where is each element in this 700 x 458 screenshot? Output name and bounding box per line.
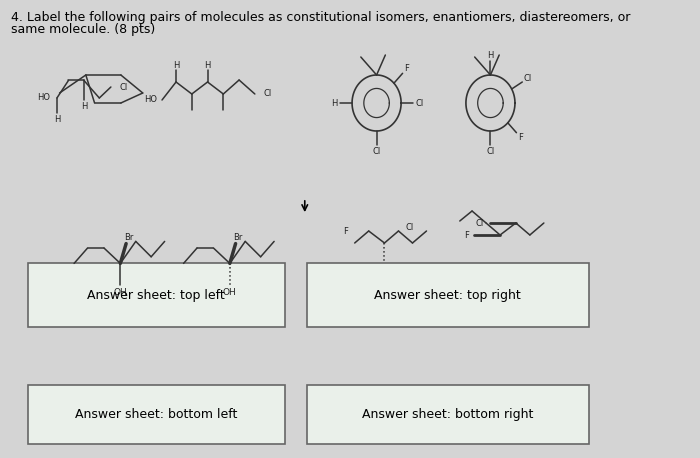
Text: 4. Label the following pairs of molecules as constitutional isomers, enantiomers: 4. Label the following pairs of molecule… — [11, 11, 631, 24]
Text: Cl: Cl — [405, 224, 414, 233]
Text: F: F — [343, 227, 348, 235]
Text: F: F — [463, 230, 468, 240]
Text: H: H — [80, 102, 87, 111]
Text: Cl: Cl — [475, 218, 484, 228]
Text: F: F — [518, 133, 523, 142]
FancyBboxPatch shape — [27, 263, 285, 327]
Text: Cl: Cl — [486, 147, 495, 157]
Text: HO: HO — [144, 96, 157, 104]
FancyBboxPatch shape — [307, 263, 589, 327]
Text: Br: Br — [234, 233, 243, 242]
Text: same molecule. (8 pts): same molecule. (8 pts) — [11, 23, 155, 36]
Text: H: H — [173, 61, 179, 71]
Text: Cl: Cl — [264, 89, 272, 98]
Text: Answer sheet: top right: Answer sheet: top right — [374, 289, 521, 302]
Text: H: H — [331, 98, 337, 108]
Text: Cl: Cl — [524, 74, 532, 83]
Text: OH: OH — [223, 288, 237, 297]
Text: H: H — [54, 115, 60, 124]
Text: Answer sheet: bottom left: Answer sheet: bottom left — [75, 408, 237, 421]
Text: Cl: Cl — [120, 82, 128, 92]
Text: Cl: Cl — [372, 147, 381, 157]
Text: HO: HO — [37, 93, 50, 103]
Text: Answer sheet: bottom right: Answer sheet: bottom right — [362, 408, 533, 421]
Text: Br: Br — [124, 233, 134, 242]
FancyBboxPatch shape — [27, 385, 285, 444]
Text: OH: OH — [113, 288, 127, 297]
Text: Answer sheet: top left: Answer sheet: top left — [88, 289, 225, 302]
Text: Cl: Cl — [415, 98, 424, 108]
FancyBboxPatch shape — [307, 385, 589, 444]
Text: H: H — [487, 50, 494, 60]
Text: F: F — [405, 64, 409, 73]
Text: H: H — [204, 61, 211, 71]
